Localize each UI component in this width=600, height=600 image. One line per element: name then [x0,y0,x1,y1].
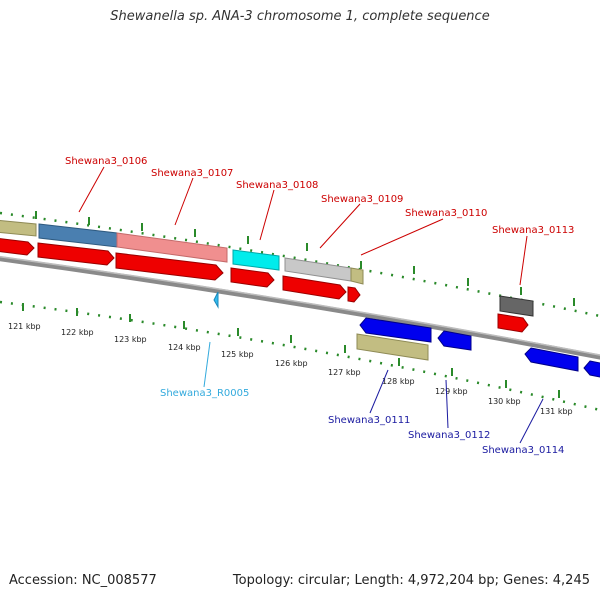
feature-track-outer [0,219,534,317]
gene-labels: Shewana3_0106 Shewana3_0107 Shewana3_010… [65,156,574,456]
label-leader-rna [203,341,211,388]
forward-gene-arrow [497,313,529,333]
gene-label-R0005: Shewana3_R0005 [160,388,249,399]
forward-genes [0,238,529,333]
kbp-label: 126 kbp [275,359,308,368]
reverse-genes [359,317,600,378]
chromosome-backbone [0,256,600,360]
forward-gene-arrow [0,238,35,256]
gene-label-0108: Shewana3_0108 [236,180,318,191]
kbp-label: 123 kbp [114,335,147,344]
label-leaders-forward [78,166,528,286]
forward-gene-arrow [347,286,361,303]
kbp-label: 128 kbp [382,377,415,386]
kbp-label: 131 kbp [540,407,573,416]
reverse-gene-arrow [583,360,600,378]
forward-gene-arrow [115,252,224,281]
feature-bar-salmon [116,232,228,263]
rna-feature [213,291,219,309]
label-leaders-reverse [369,369,544,444]
feature-bar-darkgray [499,295,534,317]
kbp-labels: 121 kbp 122 kbp 123 kbp 124 kbp 125 kbp … [8,322,573,416]
feature-bar-khaki-small [350,267,364,285]
gene-label-0106: Shewana3_0106 [65,156,147,167]
feature-bar-khaki [0,219,37,237]
reverse-gene-arrow [437,330,472,351]
feature-bar-cyan [232,249,280,271]
chromosome-backbone-highlight [0,255,600,356]
gene-label-0107: Shewana3_0107 [151,168,233,179]
kbp-label: 130 kbp [488,397,521,406]
kbp-label: 124 kbp [168,343,201,352]
reverse-gene-arrow [359,317,432,343]
kbp-label: 122 kbp [61,328,94,337]
accession-text: Accession: NC_008577 [9,573,157,588]
gene-label-0111: Shewana3_0111 [328,415,410,426]
topology-summary: Topology: circular; Length: 4,972,204 bp… [232,573,590,588]
gene-label-0114: Shewana3_0114 [482,445,564,456]
feature-bar-steelblue [38,223,118,248]
gene-label-0110: Shewana3_0110 [405,208,487,219]
gene-label-0113: Shewana3_0113 [492,225,574,236]
forward-gene-arrow [282,275,347,300]
reverse-gene-arrow [524,347,579,372]
kbp-label: 121 kbp [8,322,41,331]
kbp-label: 129 kbp [435,387,468,396]
forward-gene-arrow [37,242,115,266]
map-title: Shewanella sp. ANA-3 chromosome 1, compl… [110,9,490,24]
inner-major-ticks [22,303,560,398]
forward-gene-arrow [230,267,275,288]
gene-label-0112: Shewana3_0112 [408,430,490,441]
feature-bar-khaki-inner [356,333,429,361]
gene-label-0109: Shewana3_0109 [321,194,403,205]
kbp-label: 127 kbp [328,368,361,377]
kbp-label: 125 kbp [221,350,254,359]
outer-major-ticks [35,211,575,306]
